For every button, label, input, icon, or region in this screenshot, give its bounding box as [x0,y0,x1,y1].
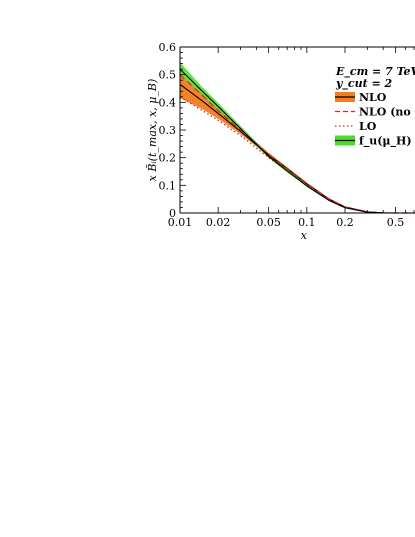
y-axis-label: x B̃ᵢ(t_max, x, μ_B) [146,79,159,182]
y-tick-label: 0.2 [159,152,177,165]
x-tick-label: 0.1 [298,216,316,229]
y-tick-label: 0.3 [159,124,177,137]
x-tick-label: 0.5 [387,216,405,229]
legend-label: NLO (no g [359,106,415,119]
x-tick-label: 0.2 [336,216,354,229]
y-tick-label: 0.5 [159,69,177,82]
legend-label: LO [359,120,377,133]
axes: 0 0.1 0.2 0.3 0.4 0.5 0.6 0.01 0.02 0.05 0.1 0.2 0.5… [146,41,415,242]
y-tick-label: 0 [169,207,176,220]
y-tick-label: 0.1 [159,179,177,192]
y-tick-label: 0.6 [159,41,177,54]
x-tick-label: 0.05 [256,216,281,229]
legend-label: NLO [359,91,387,104]
y-tick-label: 0.4 [159,96,177,109]
x-tick-label: 0.01 [168,216,193,229]
x-tick-label: 0.02 [206,216,231,229]
series-line-2 [179,96,414,214]
annotation-text: E_cm = 7 TeV [335,65,415,79]
annotation-text: y_cut = 2 [335,77,393,91]
legend-label: f_u(μ_H) [359,135,412,149]
x-axis-label: x [301,229,308,242]
